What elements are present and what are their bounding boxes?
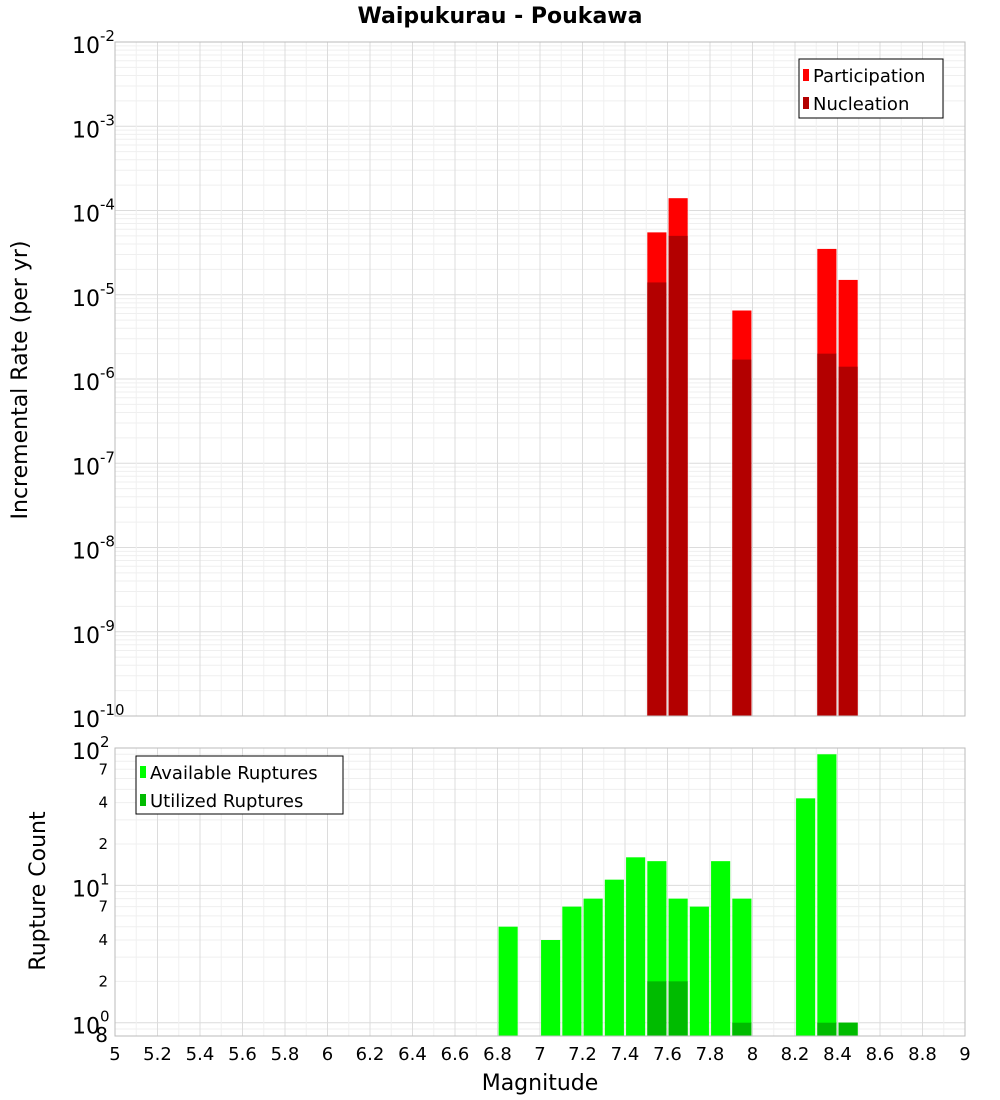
bar <box>838 366 858 716</box>
y-tick-label: 10-5 <box>72 280 115 312</box>
plot-frame <box>114 747 966 1037</box>
y-tick-label: 101 <box>72 870 110 902</box>
y-tick-label: 102 <box>72 733 110 765</box>
legend-swatch <box>803 69 809 81</box>
x-tick-label: 7.6 <box>653 1044 682 1065</box>
top-y-tick-labels: 10-2 10-3 10-4 10-5 10-6 10-7 10-8 10-9 10-10 <box>72 27 125 733</box>
y-minor-tick-label: 2 <box>98 972 108 990</box>
series-available-ruptures <box>498 754 858 1036</box>
legend-label: Utilized Ruptures <box>150 791 303 812</box>
x-tick-label: 6.6 <box>441 1044 470 1065</box>
series-nucleation <box>647 235 858 717</box>
y-tick-label: 10-10 <box>72 701 125 733</box>
legend-label: Participation <box>813 66 925 87</box>
x-tick-labels: 5 5.2 5.4 5.6 5.8 6 6.2 6.4 6.6 6.8 7 7.2 7.4 7.6 7.8 8… <box>109 1044 970 1065</box>
y-tick-label: 100 <box>72 1008 110 1040</box>
legend-label: Nucleation <box>813 94 909 115</box>
bar <box>626 857 646 1036</box>
series-utilized-ruptures <box>647 981 858 1036</box>
legend-swatch <box>140 766 146 778</box>
y-tick-label: 10-3 <box>72 111 115 143</box>
y-tick-label: 10-4 <box>72 196 115 228</box>
bar <box>817 1022 837 1036</box>
x-tick-label: 8 <box>747 1044 758 1065</box>
x-tick-label: 8.2 <box>781 1044 810 1065</box>
bar <box>541 940 561 1036</box>
grid <box>114 41 966 717</box>
x-tick-label: 5.2 <box>143 1044 172 1065</box>
x-tick-label: 8.6 <box>866 1044 895 1065</box>
bar <box>817 754 837 1036</box>
y-minor-tick-label: 8 <box>95 1023 108 1047</box>
bar <box>732 1022 752 1036</box>
y-tick-label: 10-7 <box>72 448 115 480</box>
y-minor-tick-label: 7 <box>98 760 108 778</box>
y-minor-tick-label: 2 <box>98 835 108 853</box>
legend: Participation Nucleation <box>798 58 944 119</box>
y-minor-tick-label: 4 <box>98 931 108 949</box>
bar <box>647 282 667 716</box>
bar <box>817 353 837 716</box>
x-tick-label: 5.6 <box>228 1044 257 1065</box>
bar <box>689 906 709 1036</box>
legend-swatch <box>140 794 146 806</box>
y-minor-tick-label: 4 <box>98 794 108 812</box>
x-axis-label: Magnitude <box>482 1071 599 1096</box>
bar <box>604 879 624 1036</box>
top-y-axis-label: Incremental Rate (per yr) <box>8 241 33 520</box>
x-tick-label: 7.2 <box>568 1044 597 1065</box>
x-tick-label: 9 <box>959 1044 970 1065</box>
bottom-y-tick-labels: 102 101 100 7 4 2 7 4 2 8 <box>72 733 110 1047</box>
y-tick-label: 10-6 <box>72 364 115 396</box>
x-tick-label: 6.8 <box>483 1044 512 1065</box>
bar <box>711 861 731 1036</box>
bar <box>796 798 816 1036</box>
y-tick-label: 10-8 <box>72 533 115 565</box>
bar <box>583 898 603 1036</box>
legend-swatch <box>803 97 809 109</box>
x-tick-label: 6 <box>322 1044 333 1065</box>
y-minor-tick-label: 7 <box>98 898 108 916</box>
legend: Available Ruptures Utilized Ruptures <box>135 755 344 815</box>
bar <box>732 359 752 716</box>
legend-label: Available Ruptures <box>150 763 318 784</box>
x-tick-label: 6.4 <box>398 1044 427 1065</box>
x-tick-label: 7.4 <box>611 1044 640 1065</box>
chart-title: Waipukurau - Poukawa <box>358 4 643 29</box>
top-plot: 10-2 10-3 10-4 10-5 10-6 10-7 10-8 10-9 10-10 Par… <box>72 27 966 733</box>
bar <box>647 981 667 1036</box>
plot-frame <box>114 41 966 717</box>
x-tick-label: 5.8 <box>271 1044 300 1065</box>
x-tick-label: 8.8 <box>908 1044 937 1065</box>
x-tick-label: 7.8 <box>696 1044 725 1065</box>
bar <box>668 981 688 1036</box>
bar <box>562 906 582 1036</box>
legend-box <box>798 58 944 119</box>
bar <box>838 1022 858 1036</box>
y-tick-label: 10-2 <box>72 27 115 59</box>
x-tick-label: 8.4 <box>823 1044 852 1065</box>
x-tick-label: 7 <box>534 1044 545 1065</box>
legend-box <box>135 755 344 815</box>
bar <box>732 898 752 1036</box>
bottom-y-axis-label: Rupture Count <box>26 811 51 971</box>
y-tick-label: 10-9 <box>72 617 115 649</box>
x-tick-label: 5 <box>109 1044 120 1065</box>
bar <box>668 235 688 717</box>
x-tick-label: 6.2 <box>356 1044 385 1065</box>
bar <box>498 926 518 1036</box>
x-tick-label: 5.4 <box>186 1044 215 1065</box>
bottom-plot: 102 101 100 7 4 2 7 4 2 8 Available Ruptures Utiliz… <box>72 733 966 1047</box>
